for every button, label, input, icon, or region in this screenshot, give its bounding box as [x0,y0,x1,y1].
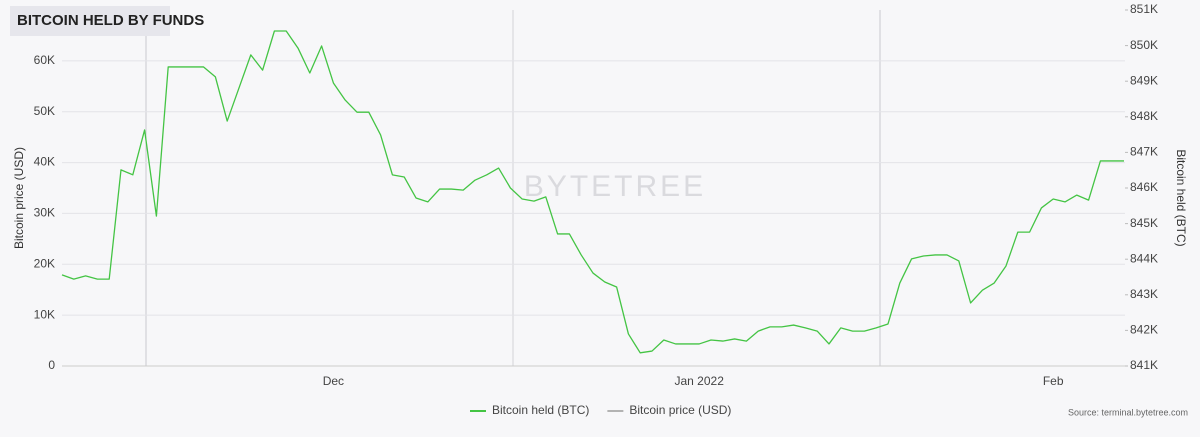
y-tick-label: 50K [34,104,55,118]
source-note: Source: terminal.bytetree.com [1068,407,1188,417]
chart-title: BITCOIN HELD BY FUNDS [17,12,204,29]
x-tick-label: Dec [323,374,344,388]
y-tick-label: 0 [48,358,55,372]
y2-tick-label: 846K [1130,180,1158,194]
y2-tick-label: 848K [1130,109,1158,123]
y-tick-label: 40K [34,155,55,169]
x-tick-label: Jan 2022 [675,374,725,388]
y2-tick-label: 842K [1130,323,1158,337]
x-tick-label: Feb [1043,374,1064,388]
y-axis-title: Bitcoin price (USD) [12,147,26,249]
y2-axis-title: Bitcoin held (BTC) [1174,149,1188,246]
y2-tick-label: 844K [1130,251,1158,265]
y2-tick-label: 851K [1130,2,1158,16]
legend-label: Bitcoin held (BTC) [492,403,589,417]
y2-tick-label: 847K [1130,145,1158,159]
y-tick-label: 10K [34,307,55,321]
legend-label: Bitcoin price (USD) [629,403,731,417]
y2-tick-label: 845K [1130,216,1158,230]
y-tick-label: 60K [34,53,55,67]
y2-tick-label: 850K [1130,38,1158,52]
y2-tick-label: 841K [1130,358,1158,372]
y-tick-label: 30K [34,206,55,220]
title-box [10,6,170,36]
y2-tick-label: 843K [1130,287,1158,301]
y-tick-label: 20K [34,256,55,270]
y2-tick-label: 849K [1130,73,1158,87]
watermark: BYTETREE [524,170,706,203]
series-line [61,30,1124,354]
